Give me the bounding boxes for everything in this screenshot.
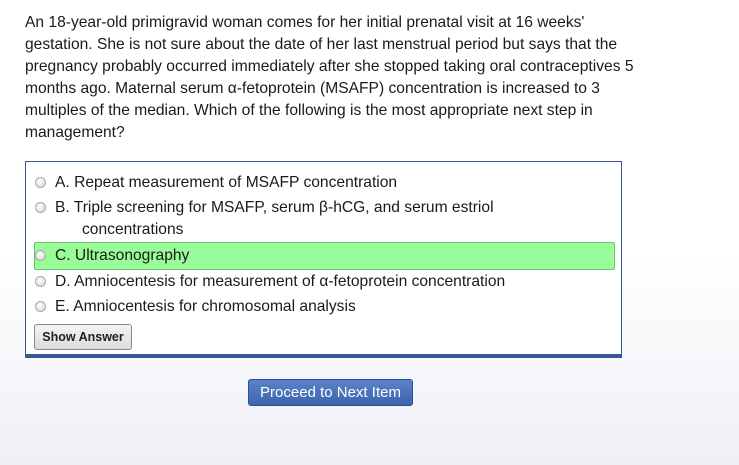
show-answer-button[interactable]: Show Answer [34,324,132,350]
choice-d[interactable]: D. Amniocentesis for measurement of α-fe… [34,271,615,293]
radio-button-icon[interactable] [35,202,46,213]
choice-a[interactable]: A. Repeat measurement of MSAFP concentra… [34,172,615,194]
choice-e[interactable]: E. Amniocentesis for chromosomal analysi… [34,296,615,318]
choice-b-label: B. Triple screening for MSAFP, serum β-h… [55,199,494,216]
proceed-to-next-item-button[interactable]: Proceed to Next Item [248,379,413,406]
radio-button-icon[interactable] [35,177,46,188]
radio-button-icon[interactable] [35,250,46,261]
choice-e-label: E. Amniocentesis for chromosomal analysi… [55,298,356,315]
choice-c[interactable]: C. Ultrasonography [34,242,615,270]
radio-button-icon[interactable] [35,301,46,312]
choice-c-label: C. Ultrasonography [55,247,190,264]
answer-choices-panel: A. Repeat measurement of MSAFP concentra… [25,161,622,358]
choice-a-label: A. Repeat measurement of MSAFP concentra… [55,174,398,191]
choice-b-label-continuation: concentrations [82,221,184,238]
radio-button-icon[interactable] [35,276,46,287]
choice-b[interactable]: B. Triple screening for MSAFP, serum β-h… [34,197,615,241]
question-stem: An 18-year-old primigravid woman comes f… [25,14,634,141]
choice-d-label: D. Amniocentesis for measurement of α-fe… [55,273,506,290]
